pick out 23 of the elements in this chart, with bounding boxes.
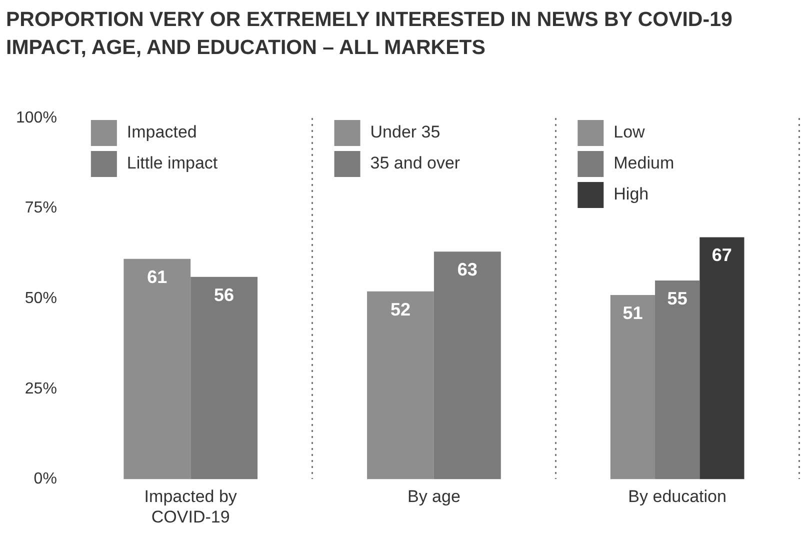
y-tick-label: 75%	[24, 200, 57, 217]
legend-label: Impacted	[126, 122, 197, 142]
y-tick-label: 0%	[34, 470, 57, 488]
x-tick-label: By age	[407, 487, 460, 506]
legend-label: High	[614, 184, 649, 204]
legend-label: Medium	[614, 154, 674, 173]
data-label: 51	[622, 302, 643, 323]
legend-label: Low	[614, 122, 646, 142]
data-label: 61	[147, 266, 168, 287]
x-tick-label: Impacted by COVID-19	[144, 487, 238, 526]
x-tick-label: By education	[628, 487, 726, 506]
chart-title: PROPORTION VERY OR EXTREMELY INTERESTED IN NEWS BY COVID-19 IMPACT, AGE, AND EDUCATION – ALL MARKETS	[6, 7, 734, 61]
legend-label: Under 35	[370, 122, 440, 142]
data-label: 67	[712, 245, 732, 266]
y-tick-label: 50%	[24, 290, 57, 308]
legend-label: 35 and over	[370, 154, 460, 173]
y-tick-label: 25%	[24, 380, 57, 398]
data-label: 52	[390, 299, 411, 320]
data-label: 56	[214, 284, 234, 305]
y-tick-label: 100%	[16, 109, 57, 126]
legend-label: Little impact	[126, 154, 218, 173]
data-label: 55	[667, 288, 688, 309]
data-label: 63	[457, 260, 478, 280]
